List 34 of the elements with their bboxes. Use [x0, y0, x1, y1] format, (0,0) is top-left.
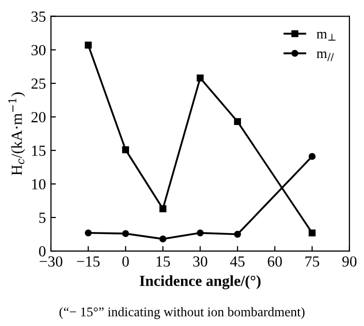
point [84, 229, 92, 236]
y-tick-label: 10 [32, 179, 46, 190]
point [308, 229, 316, 236]
point [234, 230, 241, 238]
y-tick-label: 20 [31, 112, 46, 122]
x-tick-label: 90 [342, 256, 356, 267]
point [308, 152, 316, 160]
x-axis-title: Incidence angle/(°) [140, 275, 261, 290]
point [234, 118, 241, 126]
x-tick-label: 45 [230, 256, 245, 267]
point [122, 230, 130, 238]
x-tick-label: −30 [40, 256, 62, 267]
legend-label: m$_{⊥}$ [316, 32, 336, 41]
x-tick-label: 60 [268, 256, 282, 267]
y-tick-label: 35 [32, 11, 46, 22]
point [84, 42, 92, 49]
y-tick-label: 5 [39, 212, 46, 223]
legend-label: m$_{//}$ [316, 51, 334, 62]
text: (“− 15°” indicating without ion bombardment) [60, 307, 304, 320]
y-tick-label: 15 [32, 146, 46, 156]
y-tick-label: 25 [31, 78, 46, 89]
x-tick-label: 15 [156, 256, 170, 267]
x-tick-label: 30 [193, 256, 208, 267]
point [122, 146, 130, 154]
y-tick-label: 0 [39, 246, 46, 256]
x-tick-label: 0 [122, 256, 129, 267]
y-axis-title: H$_{c}$/(kA·m$^{−1}$) [8, 92, 26, 176]
y-tick-label: 30 [32, 44, 46, 56]
x-tick-label: 75 [306, 256, 320, 267]
point [196, 74, 204, 82]
x-tick-label: −15 [77, 256, 100, 267]
point [159, 205, 166, 212]
point [159, 235, 166, 242]
point [196, 229, 204, 236]
